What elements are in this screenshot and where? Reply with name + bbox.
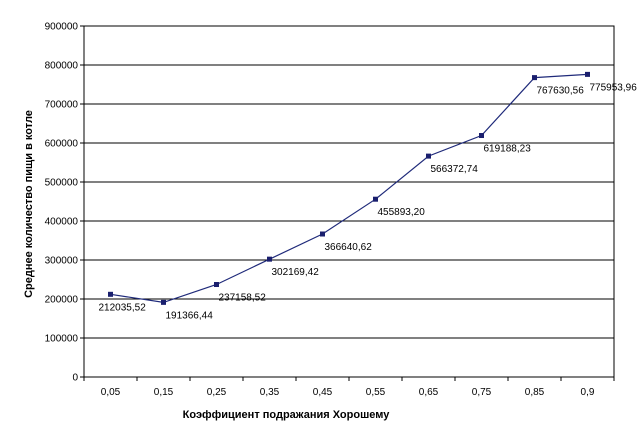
series-line	[108, 71, 590, 305]
data-point	[108, 291, 113, 297]
data-label: 191366,44	[166, 310, 214, 321]
data-point	[585, 71, 590, 77]
y-tick-label: 500000	[45, 178, 79, 189]
x-tick-label: 0,85	[525, 387, 545, 398]
x-tick-label: 0,45	[313, 387, 333, 398]
x-tick-label: 0,35	[260, 387, 280, 398]
y-tick-label: 200000	[45, 295, 79, 306]
data-label: 455893,20	[378, 207, 426, 218]
data-point	[267, 256, 272, 262]
data-labels: 212035,52 191366,44 237158,52 302169,42 3666…	[99, 82, 638, 321]
data-point	[479, 133, 484, 139]
data-label: 366640,62	[325, 242, 373, 253]
y-tick-label: 600000	[45, 139, 79, 150]
data-point	[373, 196, 378, 202]
x-tick-label: 0,55	[366, 387, 386, 398]
y-tick-label: 700000	[45, 100, 79, 111]
data-point	[426, 153, 431, 159]
data-label: 302169,42	[272, 267, 320, 278]
data-label: 767630,56	[537, 86, 585, 97]
y-tick-label: 800000	[45, 61, 79, 72]
y-axis-title: Среднее количество пищи в котле	[23, 110, 35, 298]
x-tick-label: 0,15	[154, 387, 174, 398]
data-label: 566372,74	[431, 164, 479, 175]
data-point	[532, 75, 537, 81]
y-tick-label: 900000	[45, 22, 79, 33]
y-tick-label: 100000	[45, 334, 79, 345]
data-label: 619188,23	[484, 144, 532, 155]
x-tick-label: 0,65	[419, 387, 439, 398]
x-tick-label: 0,05	[101, 387, 121, 398]
data-point	[161, 299, 166, 305]
data-label: 237158,52	[219, 293, 267, 304]
y-tick-label: 400000	[45, 217, 79, 228]
axes	[80, 25, 615, 381]
x-tick-label: 0,9	[581, 387, 595, 398]
data-point	[214, 282, 219, 288]
x-tick-label: 0,75	[472, 387, 492, 398]
data-point	[320, 231, 325, 237]
y-tick-label: 300000	[45, 256, 79, 267]
series-line-path	[110, 73, 588, 304]
grid-lines	[84, 25, 614, 339]
x-axis-title: Коэффициент подражания Хорошему	[183, 409, 391, 421]
y-tick-label: 0	[72, 373, 78, 384]
x-tick-label: 0,25	[207, 387, 227, 398]
data-label: 775953,96	[590, 82, 638, 93]
data-label: 212035,52	[99, 302, 147, 313]
x-tick-labels: 0,05 0,15 0,25 0,35 0,45 0,55 0,65 0,75 0,85 0,9	[101, 387, 595, 398]
y-tick-labels: 0 100000 200000 300000 400000 500000 600000 700…	[45, 22, 79, 384]
